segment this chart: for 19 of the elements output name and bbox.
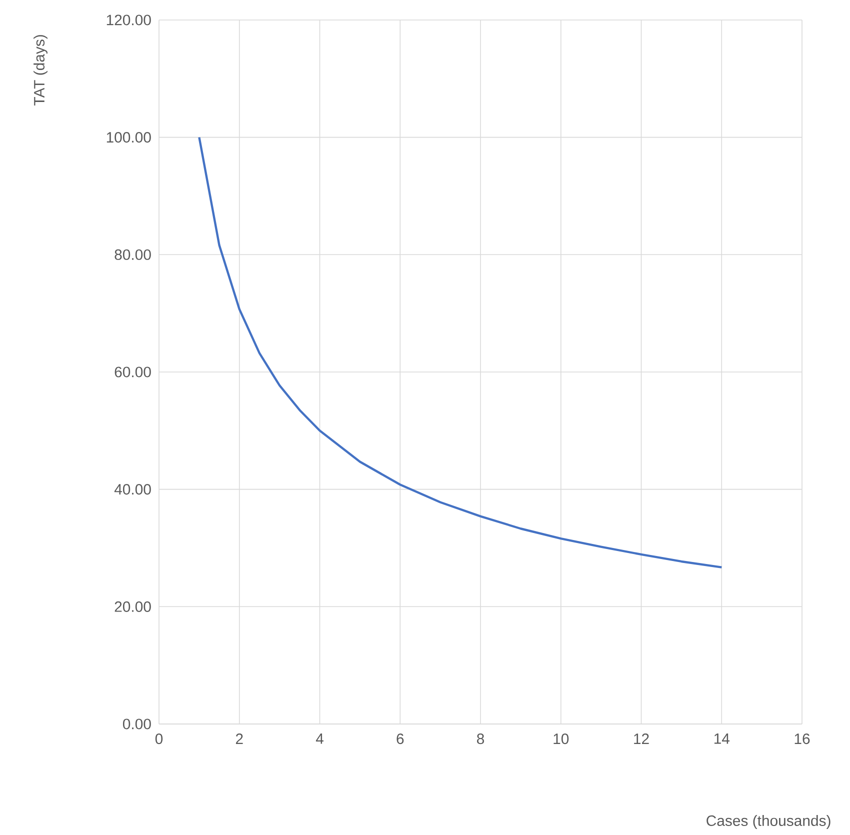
line-series bbox=[198, 136, 723, 568]
y-tick-label: 100.00 bbox=[106, 132, 151, 143]
y-tick-label: 0.00 bbox=[122, 718, 151, 730]
x-tick-label: 16 bbox=[794, 734, 810, 744]
x-tick-label: 14 bbox=[714, 734, 730, 744]
x-tick-label: 2 bbox=[236, 734, 243, 744]
y-tick-label: 40.00 bbox=[114, 484, 151, 495]
x-tick-label: 10 bbox=[554, 734, 569, 744]
x-tick-label: 4 bbox=[316, 734, 324, 744]
x-tick-label: 6 bbox=[396, 734, 404, 744]
y-tick-label: 120.00 bbox=[106, 14, 151, 26]
x-tick-label: 8 bbox=[477, 734, 484, 744]
y-tick-label: 80.00 bbox=[114, 249, 151, 260]
x-tick-label: 0 bbox=[155, 734, 163, 744]
x-tick-label: 12 bbox=[634, 734, 649, 744]
y-tick-label: 20.00 bbox=[114, 601, 151, 612]
y-tick-label: 60.00 bbox=[114, 366, 151, 378]
y-axis-title: TAT (days) bbox=[34, 35, 48, 106]
x-axis-title: Cases (thousands) bbox=[706, 815, 830, 829]
